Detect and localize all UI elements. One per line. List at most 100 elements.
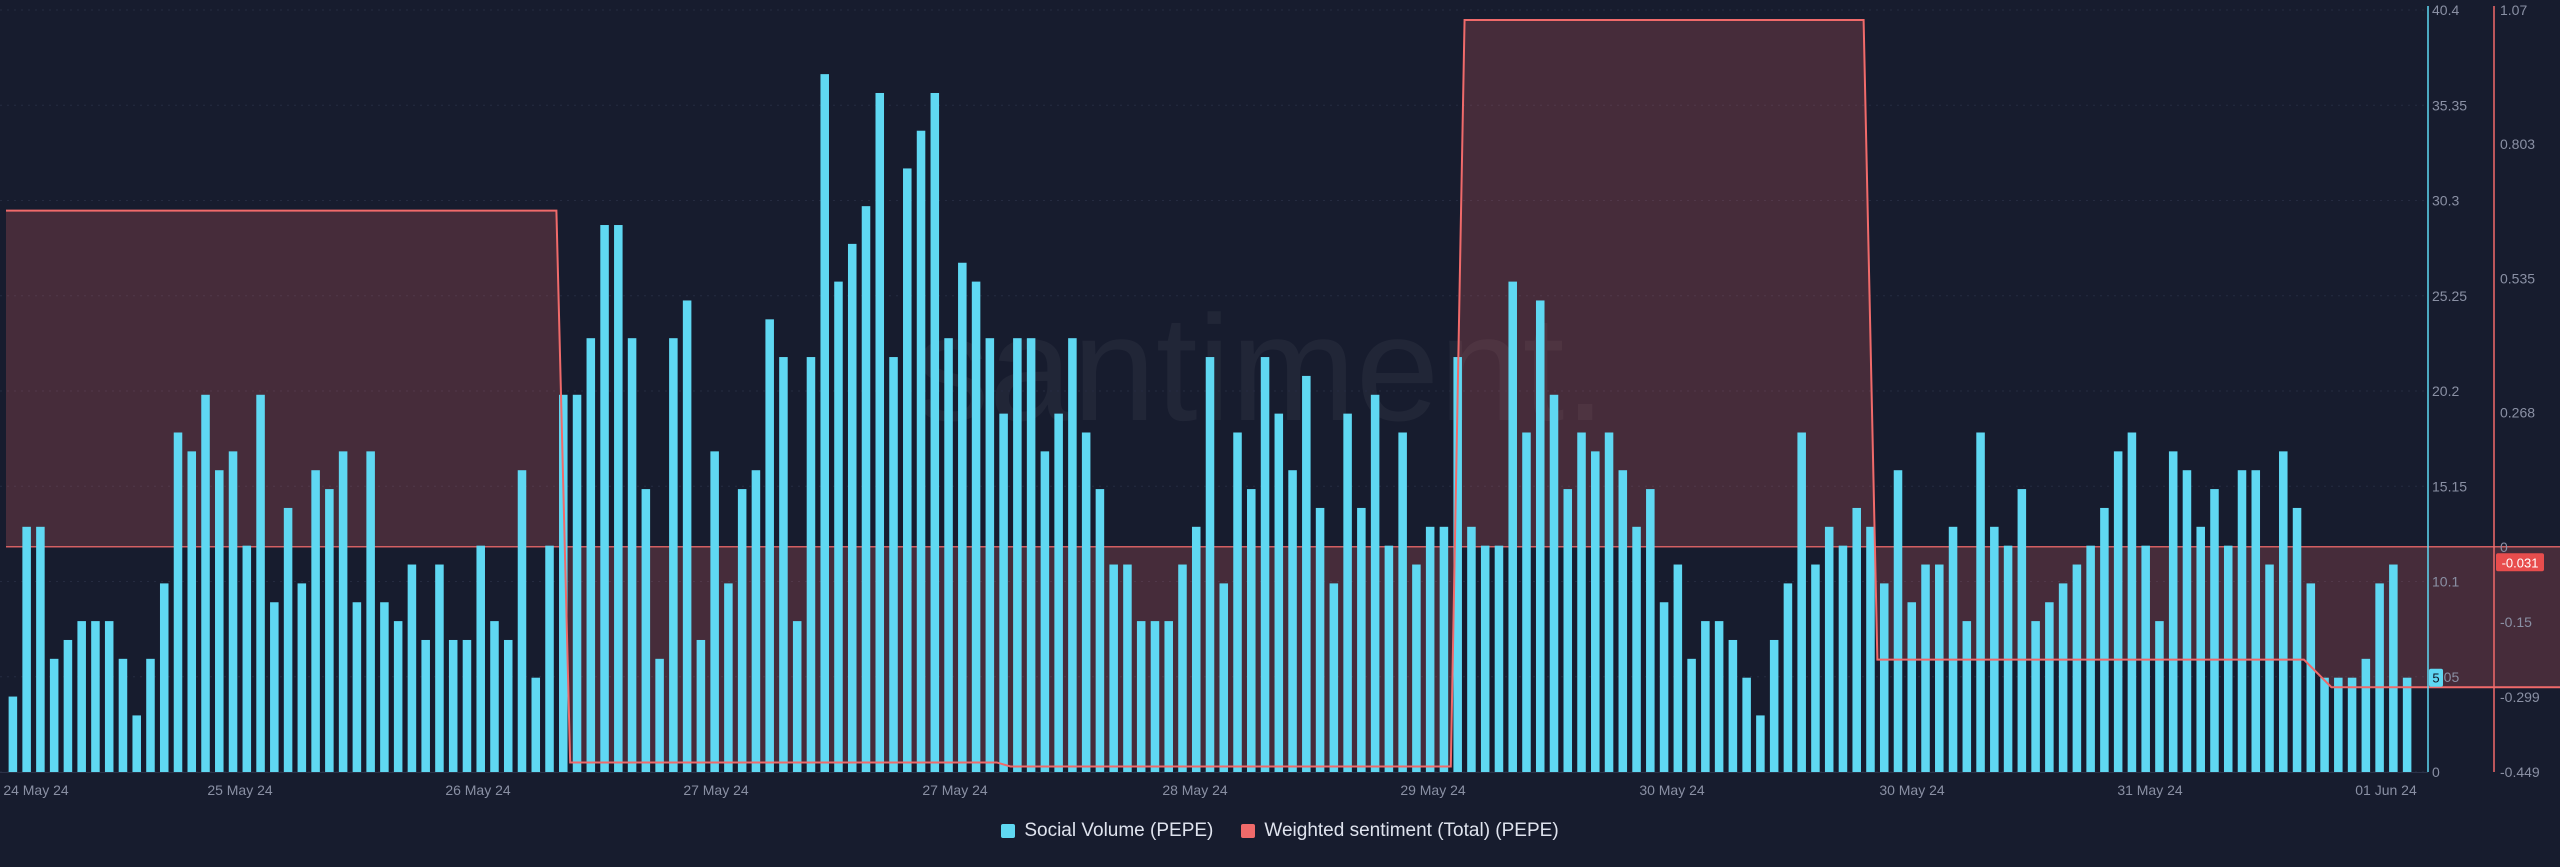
bar-91	[1260, 357, 1270, 772]
bar-131	[1811, 564, 1820, 772]
bar-78	[1081, 432, 1091, 772]
legend-item-social-volume[interactable]: Social Volume (PEPE)	[1001, 820, 1213, 842]
legend-label-social-volume: Social Volume (PEPE)	[1024, 820, 1214, 841]
bar-141	[1948, 526, 1958, 772]
right-tick-3: 0.268	[2500, 404, 2535, 420]
right-tick-2: 0.535	[2500, 270, 2535, 286]
bar-171	[2361, 658, 2371, 772]
bar-22	[311, 470, 320, 772]
bar-16	[228, 451, 238, 772]
bar-136	[1879, 583, 1889, 772]
bar-51	[710, 451, 719, 772]
bar-162	[2237, 470, 2247, 772]
bar-11	[159, 583, 169, 772]
bar-173	[2389, 564, 2398, 772]
bar-30	[421, 639, 430, 772]
bar-52	[724, 583, 733, 772]
bar-72	[999, 413, 1008, 772]
left-tick-3: 25.25	[2432, 288, 2467, 304]
bar-170	[2347, 677, 2357, 772]
bar-142	[1962, 621, 1972, 772]
right-axis-ticks: 1.07 0.803 0.535 0.268 0 -0.15 -0.299 -0.449	[2500, 2, 2540, 780]
bar-111	[1535, 300, 1545, 772]
bar-84	[1164, 621, 1173, 772]
bar-148	[2045, 602, 2054, 772]
legend-item-weighted-sentiment[interactable]: Weighted sentiment (Total) (PEPE)	[1241, 820, 1559, 842]
bar-77	[1068, 338, 1077, 772]
bar-21	[297, 583, 307, 772]
bar-48	[669, 338, 678, 772]
x-label-4: 27 May 24	[922, 782, 988, 798]
bar-98	[1357, 507, 1366, 772]
x-label-0: 24 May 24	[3, 782, 69, 798]
left-current-value: 5	[2432, 671, 2439, 686]
bar-120	[1659, 602, 1669, 772]
bar-87	[1205, 357, 1215, 772]
x-label-2: 26 May 24	[445, 782, 511, 798]
bar-90	[1247, 489, 1256, 772]
bar-117	[1618, 470, 1628, 772]
bar-38	[531, 677, 541, 772]
bar-34	[476, 545, 485, 772]
right-tick-6: -0.299	[2500, 689, 2540, 705]
bar-54	[751, 470, 761, 772]
bar-57	[792, 621, 802, 772]
bar-63	[875, 92, 885, 772]
bar-7	[104, 621, 114, 772]
bar-76	[1054, 413, 1063, 772]
bar-125	[1728, 639, 1738, 772]
axes	[0, 6, 2495, 773]
x-label-7: 30 May 24	[1639, 782, 1705, 798]
bar-86	[1191, 526, 1201, 772]
x-label-5: 28 May 24	[1162, 782, 1228, 798]
bar-37	[517, 470, 527, 772]
bar-68	[944, 338, 953, 772]
bar-138	[1907, 602, 1917, 772]
bar-172	[2375, 583, 2384, 772]
bar-126	[1742, 677, 1751, 772]
bar-132	[1824, 526, 1834, 772]
bar-123	[1701, 621, 1710, 772]
legend-label-weighted-sentiment: Weighted sentiment (Total) (PEPE)	[1264, 820, 1559, 841]
bar-53	[737, 489, 747, 772]
bar-89	[1233, 432, 1242, 772]
bar-27	[380, 602, 389, 772]
bar-149	[2058, 583, 2068, 772]
bar-166	[2292, 507, 2302, 772]
x-label-1: 25 May 24	[207, 782, 273, 798]
bar-29	[407, 564, 417, 772]
bar-93	[1288, 470, 1297, 772]
left-tick-6: 10.1	[2432, 574, 2459, 590]
bar-106	[1467, 526, 1476, 772]
bar-8	[118, 658, 128, 772]
bar-103	[1425, 526, 1435, 772]
bar-32	[448, 639, 458, 772]
x-label-6: 29 May 24	[1400, 782, 1466, 798]
bar-137	[1893, 470, 1903, 772]
left-tick-2: 30.3	[2432, 193, 2459, 209]
bar-121	[1673, 564, 1683, 772]
bar-99	[1370, 394, 1380, 772]
bar-108	[1494, 545, 1504, 772]
legend: Social Volume (PEPE) Weighted sentiment …	[0, 820, 2560, 842]
bar-139	[1921, 564, 1930, 772]
sentiment-line-path	[6, 19, 2560, 768]
bar-168	[2320, 677, 2329, 772]
bar-70	[971, 281, 981, 772]
bar-119	[1646, 489, 1655, 772]
bar-28	[393, 621, 403, 772]
bar-62	[861, 206, 871, 772]
right-tick-7: -0.449	[2500, 764, 2540, 780]
bar-130	[1797, 432, 1806, 772]
left-tick-0: 40.4	[2432, 2, 2459, 18]
bar-50	[696, 639, 706, 772]
bar-18	[256, 394, 265, 772]
bar-10	[146, 658, 155, 772]
bar-36	[503, 639, 513, 772]
bar-64	[889, 357, 898, 772]
bar-154	[2127, 432, 2137, 772]
bar-153	[2113, 451, 2123, 772]
bar-159	[2196, 526, 2205, 772]
bar-163	[2251, 470, 2261, 772]
sentiment-line	[6, 19, 2560, 768]
